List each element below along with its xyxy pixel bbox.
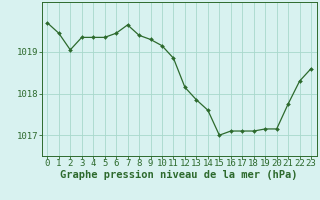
X-axis label: Graphe pression niveau de la mer (hPa): Graphe pression niveau de la mer (hPa) <box>60 170 298 180</box>
